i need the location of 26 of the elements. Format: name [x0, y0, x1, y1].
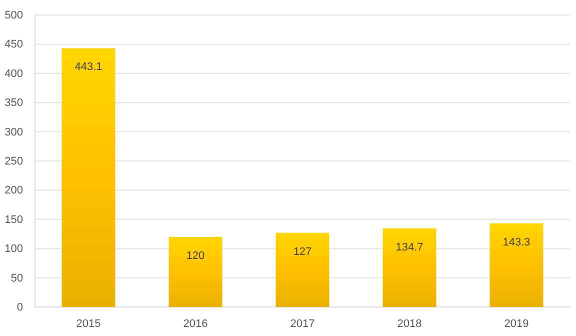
y-tick-label: 400 — [4, 68, 23, 80]
y-tick-label: 150 — [4, 214, 23, 226]
x-tick-label: 2017 — [290, 318, 315, 330]
data-label: 120 — [186, 250, 205, 262]
y-tick-label: 450 — [4, 38, 23, 51]
y-tick-label: 250 — [4, 156, 23, 168]
x-tick-label: 2018 — [397, 318, 422, 330]
data-label: 127 — [293, 246, 312, 258]
bar — [490, 223, 544, 307]
x-tick-label: 2015 — [76, 318, 101, 330]
data-label: 143.3 — [502, 236, 530, 248]
y-tick-label: 200 — [4, 184, 23, 197]
bar — [62, 48, 116, 307]
bar — [168, 236, 222, 307]
y-tick-label: 100 — [4, 243, 23, 256]
y-tick-label: 500 — [4, 10, 23, 22]
bar — [276, 232, 330, 307]
data-label: 134.7 — [396, 241, 424, 254]
x-tick-label: 2019 — [504, 318, 529, 330]
bar — [382, 228, 436, 307]
data-label: 443.1 — [74, 61, 102, 74]
x-tick-label: 2016 — [183, 318, 208, 330]
y-tick-label: 350 — [4, 97, 23, 110]
y-tick-label: 0 — [16, 302, 23, 314]
y-tick-label: 300 — [4, 126, 23, 138]
y-tick-label: 50 — [10, 272, 23, 284]
